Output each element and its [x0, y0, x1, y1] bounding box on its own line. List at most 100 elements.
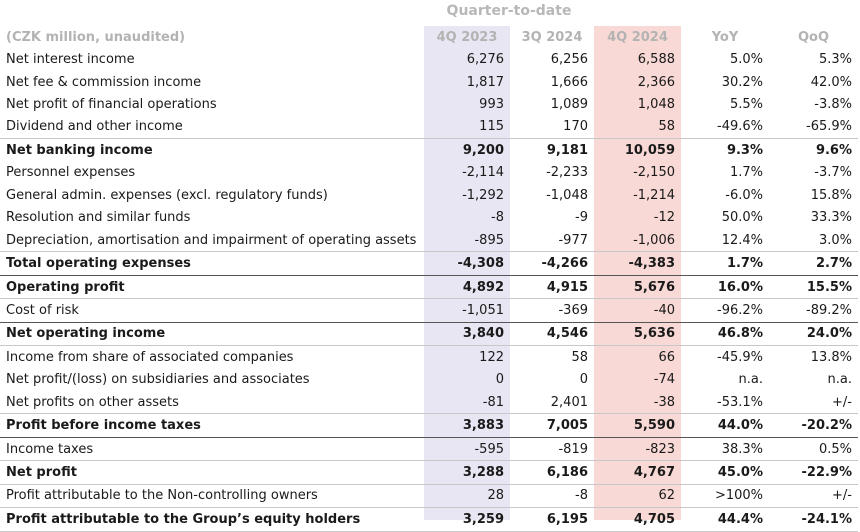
value-3q2024: 58: [510, 345, 594, 369]
table-row: Dividend and other income 115 170 58 -49.6% -…: [0, 116, 858, 139]
value-4q2024: 6,588: [637, 52, 675, 68]
row-label: Net operating income: [0, 321, 424, 346]
row-label: Net profit/(loss) on subsidiaries and as…: [6, 372, 310, 388]
value-3q2024: 4,546: [510, 321, 594, 346]
value-4q2024: 10,059: [594, 138, 681, 162]
value-4q2023: 1,817: [466, 74, 504, 90]
value-4q2024: -2,150: [633, 165, 675, 181]
row-label: Net banking income: [0, 138, 424, 162]
table-row: Operating profit 4,892 4,915 5,676 16.0% 15.5…: [0, 274, 858, 299]
table-row: Net interest income 6,276 6,256 6,588 5.0% 5.…: [0, 48, 858, 70]
value-3q2024: 170: [563, 119, 588, 135]
value-qoq: 42.0%: [810, 74, 852, 90]
value-yoy: 5.0%: [729, 52, 763, 68]
value-qoq: 3.0%: [818, 232, 852, 248]
value-4q2024: 5,676: [594, 274, 681, 299]
value-3q2024: 6,186: [510, 460, 594, 485]
value-yoy: -49.6%: [717, 119, 763, 135]
value-4q2024: 4,705: [594, 507, 681, 532]
value-4q2024: -823: [594, 436, 681, 461]
value-qoq: +/-: [832, 394, 852, 410]
value-3q2024: 2,401: [550, 394, 588, 410]
value-4q2023: 28: [424, 483, 510, 508]
value-qoq: -24.1%: [769, 507, 858, 532]
value-qoq: 15.8%: [810, 187, 852, 203]
col-header-3q2024: 3Q 2024: [521, 29, 583, 45]
table-row: Cost of risk -1,051 -369 -40 -96.2% -89.2%: [0, 298, 858, 323]
value-4q2023: 3,883: [424, 413, 510, 438]
table-row: Net profits on other assets -81 2,401 -38 -5…: [0, 391, 858, 414]
value-3q2024: 4,915: [510, 274, 594, 299]
value-yoy: 46.8%: [681, 321, 769, 346]
row-label: Net fee & commission income: [6, 74, 202, 90]
value-qoq: -3.7%: [814, 165, 852, 181]
table-row: Total operating expenses -4,308 -4,266 -4,3…: [0, 251, 858, 276]
period-group-header: Quarter-to-date: [446, 3, 572, 19]
table-row: Personnel expenses -2,114 -2,233 -2,150 1.7%…: [0, 162, 858, 184]
value-3q2024: 1,666: [550, 74, 588, 90]
value-4q2024: -1,214: [633, 187, 675, 203]
value-yoy: -96.2%: [681, 298, 769, 323]
value-qoq: -22.9%: [769, 460, 858, 485]
value-qoq: 0.5%: [769, 436, 858, 461]
value-4q2023: -2,114: [462, 165, 504, 181]
value-3q2024: -8: [510, 483, 594, 508]
value-qoq: 2.7%: [769, 251, 858, 276]
value-yoy: 44.4%: [681, 507, 769, 532]
value-4q2024: 1,048: [637, 97, 675, 113]
value-3q2024: -1,048: [546, 187, 588, 203]
value-qoq: -20.2%: [769, 413, 858, 438]
income-statement-table: (CZK million, unaudited) 4Q 2023 3Q 2024…: [0, 26, 858, 532]
value-yoy: 50.0%: [721, 210, 763, 226]
table-row: Resolution and similar funds -8 -9 -12 50.0%…: [0, 207, 858, 229]
value-4q2023: 9,200: [424, 138, 510, 162]
table-row: Depreciation, amortisation and impairmen…: [0, 229, 858, 252]
value-yoy: -53.1%: [717, 394, 763, 410]
value-4q2024: 5,636: [594, 321, 681, 346]
value-4q2023: -895: [474, 232, 504, 248]
row-label: Dividend and other income: [6, 119, 183, 135]
value-yoy: 5.5%: [729, 97, 763, 113]
col-header-qoq: QoQ: [797, 29, 830, 45]
value-4q2024: 58: [658, 119, 675, 135]
value-4q2024: 2,366: [637, 74, 675, 90]
table-row: Profit before income taxes 3,883 7,005 5,59…: [0, 413, 858, 438]
table-row: Net operating income 3,840 4,546 5,636 46.8%…: [0, 321, 858, 346]
value-4q2023: 122: [424, 345, 510, 369]
table-row: Income taxes -595 -819 -823 38.3% 0.5%: [0, 436, 858, 461]
value-4q2023: -4,308: [424, 251, 510, 276]
value-4q2024: -38: [653, 394, 675, 410]
row-label: Net interest income: [6, 52, 135, 68]
value-3q2024: 6,256: [550, 52, 588, 68]
table-row: General admin. expenses (excl. regulator…: [0, 184, 858, 206]
table-row: Profit attributable to the Non-controlli…: [0, 483, 858, 508]
row-label: Resolution and similar funds: [6, 210, 191, 226]
value-qoq: 15.5%: [769, 274, 858, 299]
value-4q2024: 5,590: [594, 413, 681, 438]
value-3q2024: -369: [510, 298, 594, 323]
row-label: Total operating expenses: [0, 251, 424, 276]
value-qoq: 33.3%: [810, 210, 852, 226]
value-qoq: 24.0%: [769, 321, 858, 346]
value-qoq: -65.9%: [806, 119, 852, 135]
value-3q2024: 9,181: [510, 138, 594, 162]
row-label: Net profit of financial operations: [6, 97, 217, 113]
value-4q2023: -81: [482, 394, 504, 410]
value-qoq: n.a.: [827, 372, 852, 388]
col-header-yoy: YoY: [711, 29, 739, 45]
value-4q2024: -74: [653, 372, 675, 388]
value-qoq: 5.3%: [818, 52, 852, 68]
value-yoy: 9.3%: [681, 138, 769, 162]
row-label: Net profits on other assets: [6, 394, 179, 410]
value-yoy: -6.0%: [725, 187, 763, 203]
value-yoy: -45.9%: [681, 345, 769, 369]
row-label: Income taxes: [0, 436, 424, 461]
row-label: Depreciation, amortisation and impairmen…: [6, 232, 417, 248]
value-yoy: n.a.: [738, 372, 763, 388]
table-row: Net profit 3,288 6,186 4,767 45.0% -22.9%: [0, 460, 858, 485]
value-yoy: 16.0%: [681, 274, 769, 299]
col-header-4q2024: 4Q 2024: [607, 29, 668, 45]
value-3q2024: -9: [575, 210, 588, 226]
table-row: Net fee & commission income 1,817 1,666 2,3…: [0, 71, 858, 93]
value-yoy: >100%: [681, 483, 769, 508]
